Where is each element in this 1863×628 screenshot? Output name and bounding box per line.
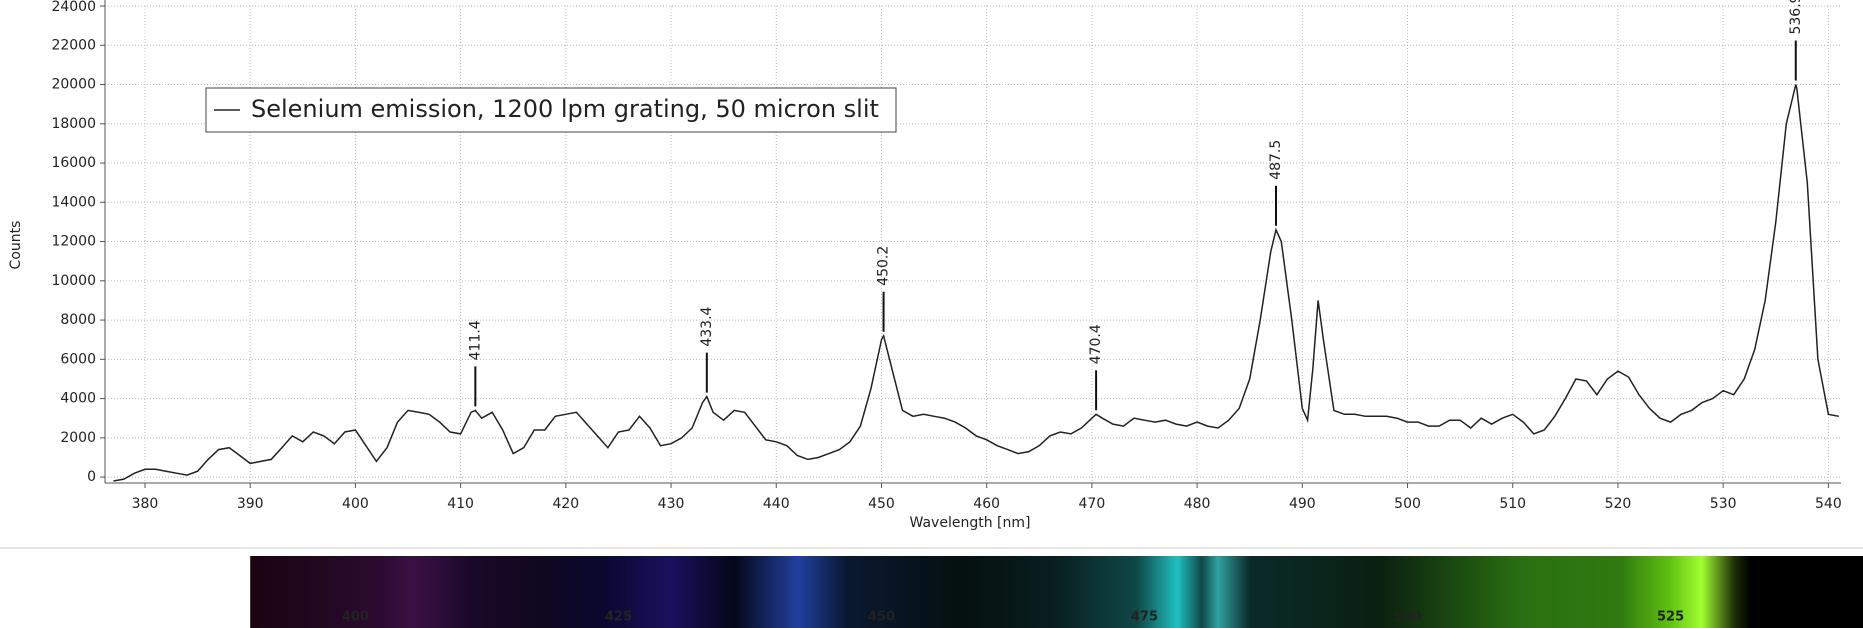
strip-tick-label: 475 (1131, 610, 1158, 625)
spectrum-strip (250, 556, 1863, 628)
x-tick-label: 490 (1289, 496, 1316, 512)
x-tick-label: 400 (342, 496, 369, 512)
y-tick-label: 6000 (60, 351, 96, 367)
strip-tick-label: 400 (342, 610, 369, 625)
y-tick-label: 22000 (51, 37, 96, 53)
x-tick-label: 380 (132, 496, 159, 512)
strip-tick-label: 500 (1394, 610, 1421, 625)
x-tick-label: 510 (1499, 496, 1526, 512)
x-tick-label: 500 (1394, 496, 1421, 512)
x-tick-label: 420 (552, 496, 579, 512)
peak-label: 450.2 (876, 246, 892, 286)
x-tick-label: 430 (658, 496, 685, 512)
y-tick-label: 12000 (51, 234, 96, 250)
y-tick-label: 4000 (60, 391, 96, 407)
strip-tick-label: 425 (605, 610, 632, 625)
y-tick-label: 2000 (60, 430, 96, 446)
x-tick-label: 450 (868, 496, 895, 512)
x-tick-label: 520 (1605, 496, 1632, 512)
legend-label: Selenium emission, 1200 lpm grating, 50 … (251, 95, 879, 123)
y-tick-label: 8000 (60, 312, 96, 328)
peak-label: 470.4 (1088, 324, 1104, 364)
y-tick-label: 24000 (51, 0, 96, 15)
y-tick-label: 18000 (51, 116, 96, 132)
spectrum-line (113, 84, 1840, 482)
x-axis-label: Wavelength [nm] (910, 515, 1031, 531)
y-tick-label: 20000 (51, 77, 96, 93)
y-axis-label: Counts (8, 221, 24, 270)
x-tick-label: 440 (763, 496, 790, 512)
strip-tick-label: 525 (1657, 610, 1684, 625)
peak-label: 536.9 (1788, 0, 1804, 35)
y-tick-label: 0 (87, 469, 96, 485)
y-tick-label: 14000 (51, 194, 96, 210)
x-tick-label: 390 (237, 496, 264, 512)
x-tick-label: 540 (1815, 496, 1842, 512)
legend: Selenium emission, 1200 lpm grating, 50 … (205, 87, 897, 133)
peak-label: 487.5 (1268, 140, 1284, 180)
x-tick-label: 480 (1184, 496, 1211, 512)
x-tick-label: 470 (1079, 496, 1106, 512)
strip-tick-label: 450 (868, 610, 895, 625)
legend-box (205, 87, 897, 133)
x-tick-label: 530 (1710, 496, 1737, 512)
y-tick-label: 16000 (51, 155, 96, 171)
peak-label: 411.4 (467, 320, 483, 360)
x-tick-label: 410 (447, 496, 474, 512)
peak-label: 433.4 (699, 306, 715, 346)
y-tick-label: 10000 (51, 273, 96, 289)
x-tick-label: 460 (973, 496, 1000, 512)
